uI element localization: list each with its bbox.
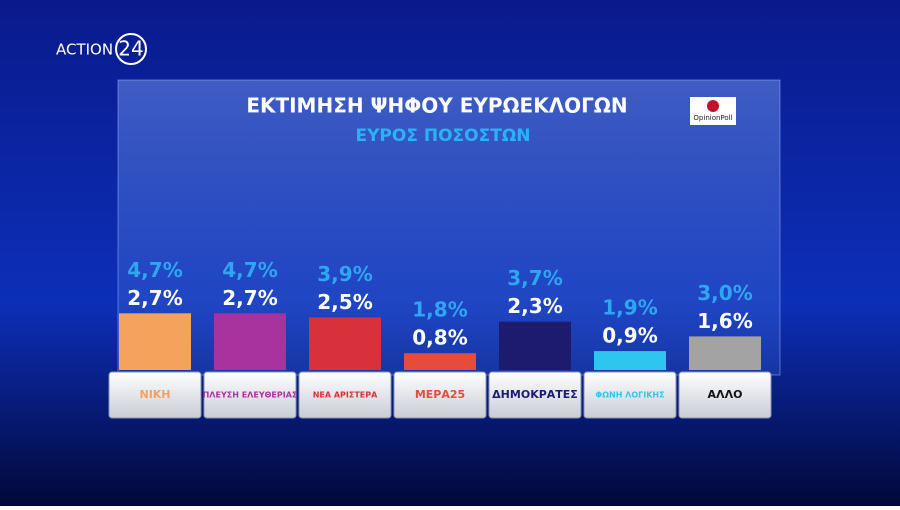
low-label: 2,7% [127,286,182,310]
high-label: 4,7% [222,258,277,282]
party-name: ΝΕΑ ΑΡΙΣΤΕΡΑ [313,391,378,400]
bar [594,351,666,370]
chart-title: ΕΚΤΙΜΗΣΗ ΨΗΦΟΥ ΕΥΡΩΕΚΛΟΓΩΝ [246,94,627,118]
high-label: 1,8% [412,298,467,322]
party-tile [488,371,582,419]
bar [404,353,476,370]
party-name: ΠΛΕΥΣΗ ΕΛΕΥΘΕΡΙΑΣ [203,391,298,400]
logo-ring [115,33,147,65]
party-name: ΜΕΡΑ25 [415,388,465,401]
high-label: 1,9% [602,296,657,320]
high-label: 3,0% [697,281,752,305]
low-label: 1,6% [697,309,752,333]
party-name: ΔΗΜΟΚΡΑΤΕΣ [492,388,578,401]
bar [309,317,381,370]
party-name: ΑΛΛΟ [708,388,743,401]
high-label: 3,9% [317,262,372,286]
party-tile [298,371,392,419]
high-label: 3,7% [507,266,562,290]
low-label: 2,3% [507,294,562,318]
low-label: 0,8% [412,326,467,350]
party-tile [393,371,487,419]
bar [119,313,191,370]
bar [499,321,571,370]
high-label: 4,7% [127,258,182,282]
party-tile [678,371,772,419]
channel-logo: ACTION 24 [56,33,147,65]
low-label: 2,5% [317,290,372,314]
bar [689,336,761,370]
party-name: ΦΩΝΗ ΛΟΓΙΚΗΣ [595,391,664,400]
chart-subtitle: ΕΥΡΟΣ ΠΟΣΟΣΤΩΝ [356,126,531,146]
channel-number: 24 [118,37,143,61]
low-label: 2,7% [222,286,277,310]
pollster: OpinionPoll [693,114,732,122]
low-label: 0,9% [602,324,657,348]
channel-name: ACTION [56,41,113,59]
party-tile [203,371,297,419]
pollster-dot [707,100,719,112]
party-tile [583,371,677,419]
party-name: ΝΙΚΗ [139,388,170,401]
bar [214,313,286,370]
party-tile [108,371,202,419]
